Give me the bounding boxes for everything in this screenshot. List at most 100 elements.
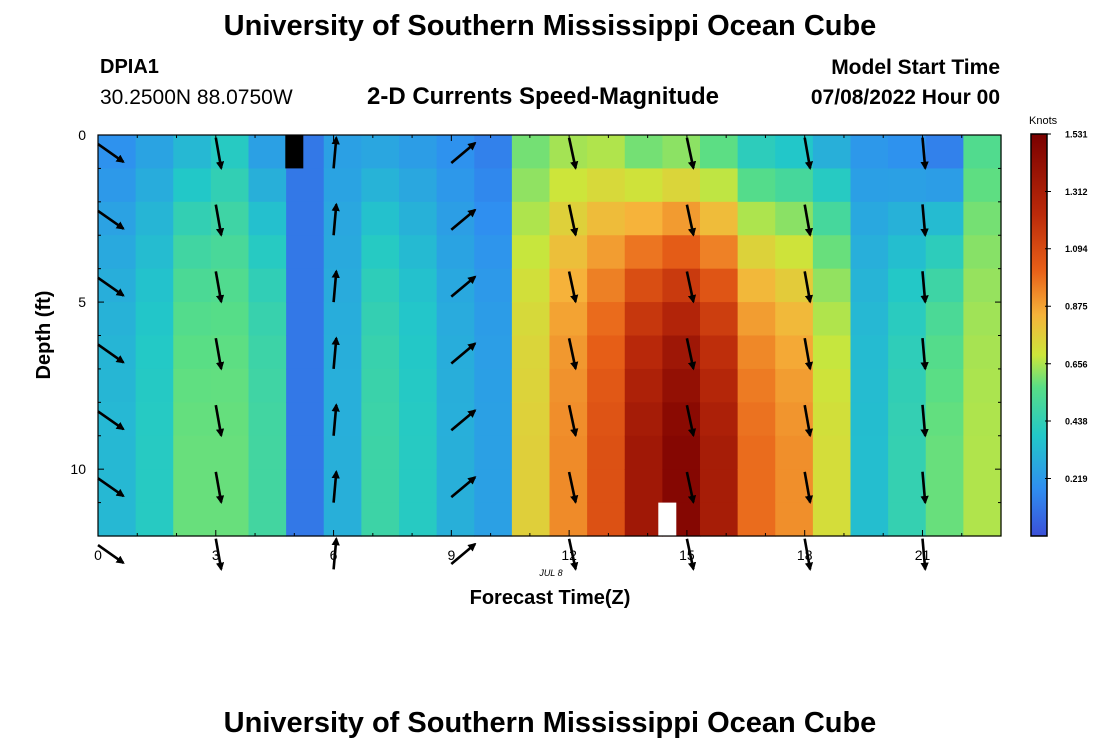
heatmap-cell	[700, 168, 739, 203]
heatmap-cell	[248, 235, 287, 270]
heatmap-cell	[850, 268, 889, 303]
heatmap-cell	[775, 368, 814, 403]
heatmap-cell	[98, 135, 137, 170]
heatmap-cell	[888, 335, 927, 370]
heatmap-cell	[474, 235, 513, 270]
heatmap-cell	[135, 235, 174, 270]
current-arrow	[685, 404, 697, 438]
current-arrow	[567, 471, 579, 504]
heatmap-cell	[850, 135, 889, 170]
heatmap-cell	[135, 168, 174, 203]
current-arrow	[331, 536, 340, 570]
current-arrow	[685, 471, 697, 504]
current-arrow	[920, 538, 929, 572]
heatmap-cell	[210, 168, 250, 203]
heatmap-cell	[286, 469, 325, 504]
heatmap-cell	[436, 268, 475, 303]
heatmap-cell	[888, 302, 927, 337]
current-arrow	[803, 337, 814, 371]
x-tick-label: 12	[561, 547, 577, 563]
current-arrow	[803, 204, 814, 237]
heatmap-cell	[323, 368, 362, 403]
heatmap-cell	[511, 368, 551, 403]
heatmap-cell	[323, 435, 362, 470]
heatmap-cell	[210, 502, 250, 537]
heatmap-cell	[511, 268, 551, 303]
heatmap-cell	[850, 402, 889, 437]
heatmap-cell	[323, 201, 362, 236]
heatmap-cell	[925, 201, 964, 236]
heatmap-cell	[850, 201, 889, 236]
heatmap-cell	[888, 201, 927, 236]
heatmap-cell	[399, 168, 438, 203]
x-tick-label: 6	[330, 547, 338, 563]
heatmap-cell	[135, 469, 174, 504]
heatmap-cell	[399, 368, 438, 403]
current-arrow	[97, 209, 125, 230]
heatmap-cell	[436, 368, 475, 403]
heatmap-cell	[98, 402, 137, 437]
heatmap-cell	[286, 302, 325, 337]
date-annotation: JUL 8	[538, 568, 562, 578]
heatmap-cell	[210, 368, 250, 403]
colorbar-label: Knots	[1029, 115, 1058, 127]
heatmap-cell	[963, 502, 1002, 537]
heatmap-cell	[135, 201, 174, 236]
heatmap-cell	[549, 168, 588, 203]
heatmap-cell	[888, 469, 927, 504]
heatmap-cell	[587, 502, 626, 537]
current-arrow	[331, 202, 340, 236]
current-arrow	[331, 403, 340, 436]
heatmap-cell	[812, 502, 852, 537]
current-arrow	[803, 538, 814, 571]
heatmap-cell	[361, 402, 400, 437]
current-arrow	[567, 338, 579, 371]
heatmap-cell	[925, 368, 964, 403]
heatmap-cell	[511, 335, 551, 370]
heatmap-cell	[511, 469, 551, 504]
heatmap-cell	[700, 402, 739, 437]
current-arrow	[450, 275, 477, 298]
current-arrow	[567, 204, 579, 237]
heatmap-cell	[173, 302, 212, 337]
current-arrow	[920, 471, 929, 505]
current-arrow	[331, 336, 340, 370]
heatmap-cell	[98, 502, 137, 537]
heatmap-cell	[511, 201, 551, 236]
heatmap-cell	[323, 402, 362, 437]
heatmap-cell	[248, 268, 287, 303]
current-arrow	[803, 271, 814, 304]
heatmap-cell	[173, 201, 212, 236]
heatmap-cell	[587, 235, 626, 270]
heatmap-cell	[511, 135, 551, 170]
heatmap-cell	[812, 168, 852, 203]
heatmap-cell	[248, 469, 287, 504]
heatmap-cell	[173, 235, 212, 270]
current-arrow	[214, 538, 225, 571]
heatmap-cell	[812, 201, 852, 236]
heatmap-cell	[135, 368, 174, 403]
heatmap-cell	[850, 168, 889, 203]
heatmap-cell	[399, 201, 438, 236]
heatmap-cell	[812, 402, 852, 437]
heatmap-cell	[361, 368, 400, 403]
heatmap-cell	[925, 302, 964, 337]
heatmap-cell	[737, 435, 776, 470]
current-arrow	[567, 271, 579, 304]
heatmap-cell	[549, 235, 588, 270]
heatmap-cell	[135, 268, 174, 303]
heatmap-cell	[248, 302, 287, 337]
heatmap-cell	[474, 402, 513, 437]
heatmap-cell	[98, 235, 137, 270]
current-arrow	[920, 337, 929, 371]
heatmap-cell	[286, 502, 325, 537]
heatmap-cell	[436, 235, 475, 270]
heatmap-cell	[587, 135, 626, 170]
heatmap-cell	[511, 502, 551, 537]
heatmap-cell	[436, 469, 475, 504]
heatmap-cell	[587, 435, 626, 470]
heatmap-cell	[624, 435, 663, 470]
heatmap-cell	[662, 135, 701, 170]
heatmap-cell	[587, 201, 626, 236]
heatmap-cell	[587, 402, 626, 437]
